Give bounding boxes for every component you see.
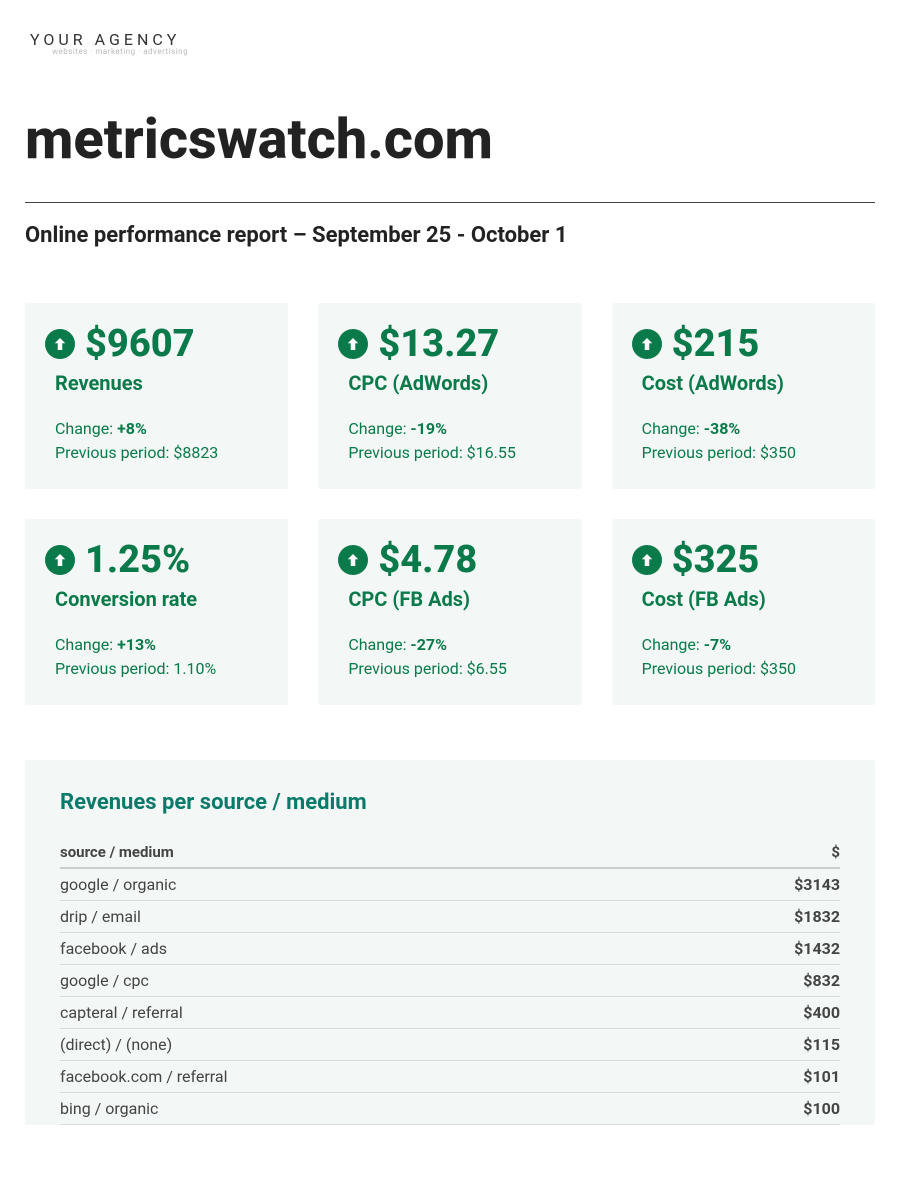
table-row: facebook.com / referral$101 xyxy=(60,1061,840,1093)
metric-value: $4.78 xyxy=(378,541,477,579)
row-amount: $1832 xyxy=(672,901,840,933)
row-amount: $115 xyxy=(672,1029,840,1061)
metric-value: $9607 xyxy=(85,325,195,363)
metric-change: Change: -38% xyxy=(642,417,855,441)
agency-tagline: websites · marketing · advertising xyxy=(52,47,875,56)
arrow-up-icon xyxy=(338,545,368,575)
row-source: facebook.com / referral xyxy=(60,1061,672,1093)
row-amount: $400 xyxy=(672,997,840,1029)
agency-logo: YOUR AGENCY websites · marketing · adver… xyxy=(30,30,875,56)
table-header-amount: $ xyxy=(672,837,840,868)
row-source: facebook / ads xyxy=(60,933,672,965)
row-source: bing / organic xyxy=(60,1093,672,1125)
metric-value: $215 xyxy=(672,325,760,363)
metric-label: Revenues xyxy=(55,371,268,395)
row-source: google / cpc xyxy=(60,965,672,997)
metric-change: Change: +8% xyxy=(55,417,268,441)
page-title: metricswatch.com xyxy=(25,106,875,172)
row-source: capteral / referral xyxy=(60,997,672,1029)
row-source: (direct) / (none) xyxy=(60,1029,672,1061)
metric-label: CPC (AdWords) xyxy=(348,371,561,395)
row-amount: $3143 xyxy=(672,868,840,901)
metric-previous: Previous period: $8823 xyxy=(55,441,268,465)
metric-card: $13.27 CPC (AdWords) Change: -19%Previous … xyxy=(318,303,581,489)
table-row: bing / organic$100 xyxy=(60,1093,840,1125)
metric-value: $325 xyxy=(672,541,760,579)
arrow-up-icon xyxy=(632,329,662,359)
row-amount: $1432 xyxy=(672,933,840,965)
arrow-up-icon xyxy=(45,545,75,575)
arrow-up-icon xyxy=(45,329,75,359)
metric-previous: Previous period: $350 xyxy=(642,657,855,681)
metric-card: $325 Cost (FB Ads) Change: -7%Previous per… xyxy=(612,519,875,705)
metric-card: $9607 Revenues Change: +8%Previous period:… xyxy=(25,303,288,489)
metric-card: $4.78 CPC (FB Ads) Change: -27%Previous pe… xyxy=(318,519,581,705)
table-row: google / cpc$832 xyxy=(60,965,840,997)
metric-value: $13.27 xyxy=(378,325,499,363)
metric-change: Change: -19% xyxy=(348,417,561,441)
revenue-table-section: Revenues per source / medium source / me… xyxy=(25,760,875,1125)
table-row: facebook / ads$1432 xyxy=(60,933,840,965)
metric-previous: Previous period: $350 xyxy=(642,441,855,465)
metric-label: Conversion rate xyxy=(55,587,268,611)
row-source: drip / email xyxy=(60,901,672,933)
metric-value: 1.25% xyxy=(85,541,190,579)
revenue-table: source / medium $ google / organic$3143d… xyxy=(60,837,840,1125)
arrow-up-icon xyxy=(632,545,662,575)
row-amount: $100 xyxy=(672,1093,840,1125)
table-row: capteral / referral$400 xyxy=(60,997,840,1029)
metric-change: Change: -27% xyxy=(348,633,561,657)
metric-label: CPC (FB Ads) xyxy=(348,587,561,611)
divider xyxy=(25,202,875,203)
report-subtitle: Online performance report – September 25… xyxy=(25,223,875,248)
row-source: google / organic xyxy=(60,868,672,901)
metric-previous: Previous period: $6.55 xyxy=(348,657,561,681)
metric-label: Cost (AdWords) xyxy=(642,371,855,395)
row-amount: $101 xyxy=(672,1061,840,1093)
metric-previous: Previous period: $16.55 xyxy=(348,441,561,465)
metric-previous: Previous period: 1.10% xyxy=(55,657,268,681)
metric-card: 1.25% Conversion rate Change: +13%Previous… xyxy=(25,519,288,705)
metric-card: $215 Cost (AdWords) Change: -38%Previous p… xyxy=(612,303,875,489)
table-row: drip / email$1832 xyxy=(60,901,840,933)
table-row: (direct) / (none)$115 xyxy=(60,1029,840,1061)
arrow-up-icon xyxy=(338,329,368,359)
metrics-grid: $9607RevenuesChange: +8%Previous period:… xyxy=(25,303,875,705)
metric-label: Cost (FB Ads) xyxy=(642,587,855,611)
row-amount: $832 xyxy=(672,965,840,997)
table-row: google / organic$3143 xyxy=(60,868,840,901)
table-header-source: source / medium xyxy=(60,837,672,868)
table-title: Revenues per source / medium xyxy=(60,790,840,815)
metric-change: Change: +13% xyxy=(55,633,268,657)
metric-change: Change: -7% xyxy=(642,633,855,657)
